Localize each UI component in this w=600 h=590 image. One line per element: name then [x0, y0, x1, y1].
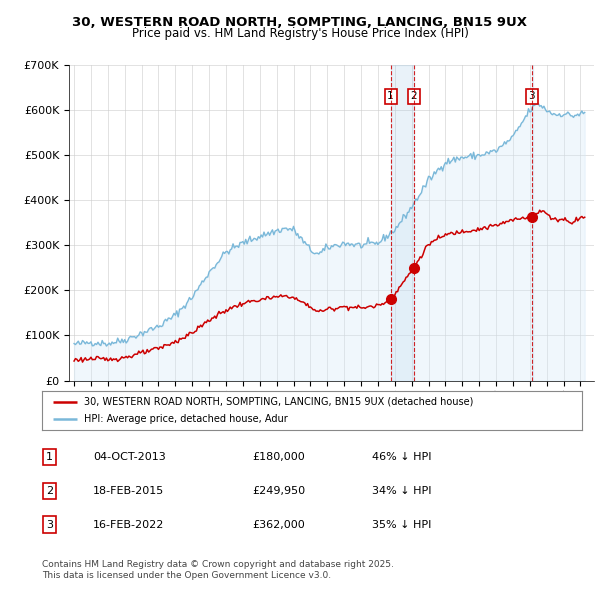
Text: 35% ↓ HPI: 35% ↓ HPI: [372, 520, 431, 529]
Text: 1: 1: [46, 453, 53, 462]
Text: Contains HM Land Registry data © Crown copyright and database right 2025.: Contains HM Land Registry data © Crown c…: [42, 560, 394, 569]
Text: This data is licensed under the Open Government Licence v3.0.: This data is licensed under the Open Gov…: [42, 571, 331, 580]
Text: HPI: Average price, detached house, Adur: HPI: Average price, detached house, Adur: [84, 414, 288, 424]
Text: 3: 3: [46, 520, 53, 529]
Text: 30, WESTERN ROAD NORTH, SOMPTING, LANCING, BN15 9UX (detached house): 30, WESTERN ROAD NORTH, SOMPTING, LANCIN…: [84, 396, 473, 407]
Text: £180,000: £180,000: [252, 453, 305, 462]
Text: 2: 2: [410, 91, 417, 101]
Text: 16-FEB-2022: 16-FEB-2022: [93, 520, 164, 529]
Text: £362,000: £362,000: [252, 520, 305, 529]
Text: 46% ↓ HPI: 46% ↓ HPI: [372, 453, 431, 462]
Text: 3: 3: [529, 91, 535, 101]
Text: 2: 2: [46, 486, 53, 496]
Text: 04-OCT-2013: 04-OCT-2013: [93, 453, 166, 462]
Bar: [532, 65, 533, 381]
Bar: [391, 65, 414, 381]
Text: 18-FEB-2015: 18-FEB-2015: [93, 486, 164, 496]
Text: 30, WESTERN ROAD NORTH, SOMPTING, LANCING, BN15 9UX: 30, WESTERN ROAD NORTH, SOMPTING, LANCIN…: [73, 16, 527, 29]
Text: £249,950: £249,950: [252, 486, 305, 496]
Text: 1: 1: [387, 91, 394, 101]
Text: 34% ↓ HPI: 34% ↓ HPI: [372, 486, 431, 496]
Text: Price paid vs. HM Land Registry's House Price Index (HPI): Price paid vs. HM Land Registry's House …: [131, 27, 469, 40]
